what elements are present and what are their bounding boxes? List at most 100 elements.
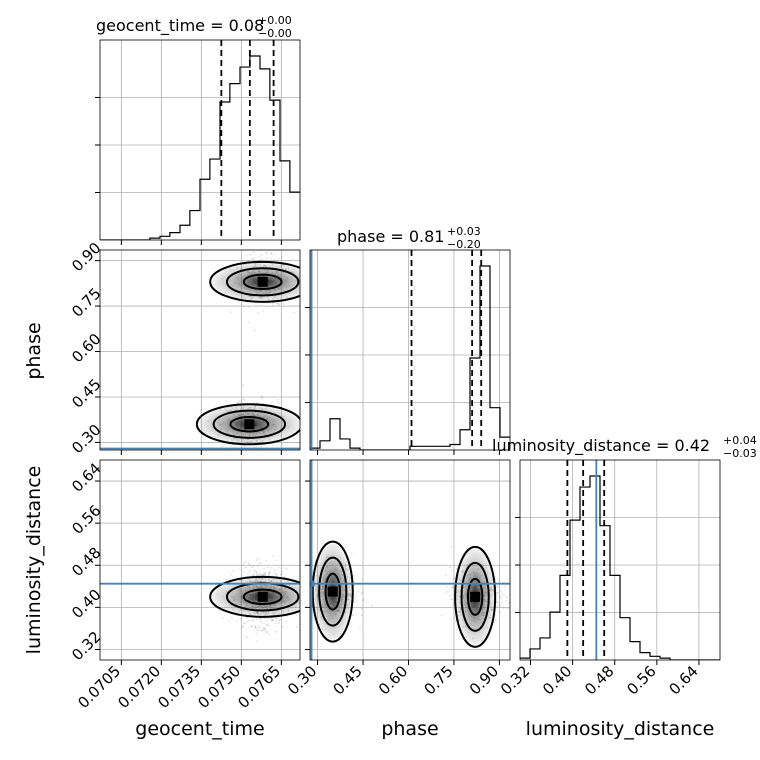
sample-point (263, 571, 266, 574)
sample-point (282, 303, 285, 305)
sample-point (371, 604, 374, 607)
sample-point (272, 555, 274, 558)
sample-point (308, 592, 310, 594)
sample-point (251, 257, 254, 260)
tick-label-luminosity-distance: 0.64 (68, 459, 104, 495)
sample-point (450, 618, 452, 621)
sample-point (359, 626, 361, 629)
sample-point (267, 574, 270, 576)
sample-point (258, 572, 261, 575)
sample-point (275, 302, 278, 305)
sample-point (281, 563, 284, 566)
sample-point (254, 625, 256, 628)
sample-point (505, 596, 508, 599)
contour-0-0 (311, 540, 354, 643)
sample-point (232, 570, 235, 573)
sample-point (352, 614, 355, 617)
histogram-geocent-time (100, 55, 300, 240)
panel-2d-geocent-time-phase (95, 249, 301, 455)
sample-point (277, 257, 280, 260)
sample-point (252, 573, 255, 576)
sample-point (252, 574, 255, 577)
mode-peak-0 (257, 591, 268, 602)
sample-point (499, 595, 501, 598)
title-phase-minus: −0.20 (447, 238, 481, 251)
sample-point (230, 573, 233, 576)
sample-point (236, 620, 238, 622)
sample-point (266, 630, 269, 633)
sample-point (270, 618, 273, 621)
panel-hist-geocent-time (95, 39, 301, 245)
sample-point (270, 401, 273, 404)
sample-point (275, 617, 278, 620)
sample-point (243, 305, 245, 308)
histogram-luminosity-distance (520, 475, 720, 660)
sample-point (268, 624, 270, 627)
frame-hist-phase (309, 249, 511, 451)
sample-point (273, 572, 276, 575)
sample-point (507, 601, 510, 604)
sample-point (265, 559, 268, 562)
sample-point (242, 397, 245, 400)
title-geocent-time-plus: +0.00 (258, 14, 292, 27)
sample-point (266, 617, 269, 620)
sample-point (258, 255, 261, 258)
sample-point (504, 585, 507, 588)
sample-point (260, 618, 263, 621)
xlabel-phase: phase (381, 718, 438, 740)
sample-point (453, 617, 456, 620)
title-luminosity-distance-minus: −0.03 (723, 447, 757, 460)
sample-point (270, 619, 273, 622)
sample-point (445, 585, 448, 588)
sample-point (276, 302, 279, 305)
sample-point (284, 621, 287, 624)
tick-label-phase: 0.75 (420, 662, 456, 698)
sample-point (245, 635, 248, 638)
sample-point (229, 445, 231, 447)
sample-point (308, 589, 310, 591)
sample-point (247, 321, 250, 324)
sample-point (307, 581, 309, 583)
sample-point (360, 614, 363, 617)
sample-point (495, 601, 498, 603)
sample-point (253, 570, 256, 573)
sample-point (450, 546, 453, 548)
sample-point (276, 398, 279, 401)
sample-point (281, 256, 284, 259)
sample-point (503, 594, 505, 597)
tick-label-geocent-time: 0.0705 (74, 662, 124, 712)
sample-point (500, 602, 503, 605)
sample-point (245, 566, 247, 569)
sample-point (253, 329, 256, 331)
sample-point (255, 445, 258, 448)
contour-0-2 (324, 572, 341, 611)
sample-point (277, 622, 280, 624)
sample-point (350, 552, 353, 555)
sample-point (277, 402, 279, 405)
title-phase: phase = 0.81 (337, 227, 444, 246)
sample-point (257, 312, 260, 315)
sample-point (308, 603, 310, 605)
sample-point (249, 253, 252, 256)
sample-point (507, 607, 509, 610)
sample-point (496, 601, 499, 604)
sample-point (455, 568, 458, 571)
sample-point (360, 593, 363, 596)
sample-point (264, 574, 267, 576)
sample-point (354, 597, 356, 600)
sample-point (453, 577, 455, 580)
sample-point (248, 564, 251, 567)
sample-point (272, 619, 275, 621)
frame-2d-geocent-time-phase (99, 249, 301, 451)
tick-label-phase: 0.90 (466, 662, 502, 698)
sample-point (263, 622, 266, 624)
sample-point (449, 594, 452, 597)
sample-point (270, 257, 273, 260)
sample-point (500, 593, 503, 595)
sample-point (257, 625, 260, 628)
panel-content-2d-geocent-time-luminosity-distance (100, 460, 300, 660)
sample-point (245, 254, 248, 257)
sample-point (355, 595, 358, 598)
contour-1-2 (466, 577, 484, 616)
sample-point (260, 258, 263, 261)
